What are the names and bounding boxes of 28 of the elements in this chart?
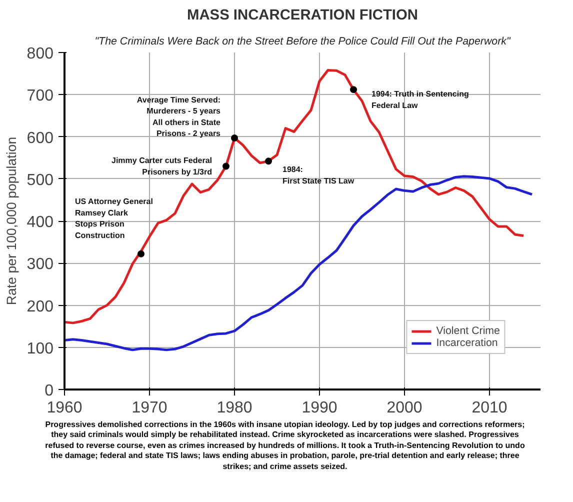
line-series (64, 175, 534, 352)
x-tick-label: 1980 (216, 400, 252, 416)
y-tick-label: 400 (26, 214, 54, 231)
x-tick-label: 1960 (46, 400, 82, 416)
y-tick-label: 0 (44, 382, 54, 400)
legend-label: Incarceration (436, 337, 498, 349)
annotation: 1984: First State TIS Law (282, 165, 355, 186)
x-tick-label: 2000 (386, 400, 422, 416)
y-tick-label: 200 (26, 298, 54, 316)
chart-title: MASS INCARCERATION FICTION (187, 8, 418, 24)
y-tick-label: 300 (26, 256, 54, 274)
text: Progressives demolished corrections in the 1960s with insane utopian ideology. Led by top judges and corrections reformers; they said criminals would simply be rehabilitated instead. Crime skyrocketed as incarcerations were slashed. Progressives refused to reverse course, even as crimes increased by hundreds of millions. It took a Truth-in-Sentencing Revolution to undo the damage; federal and state TIS laws; laws ending abuses in probation, parole, pre-trial detention and early release; three strikes; and crime assets seized. (45, 420, 525, 472)
annotation: Jimmy Carter cuts Federal Prisoners by 1/3rd (112, 156, 212, 176)
x-tick-label: 2010 (472, 400, 508, 416)
legend-label: Violent Crime (436, 325, 500, 337)
y-tick-label: 100 (26, 340, 54, 358)
x-tick-label: 1990 (302, 400, 338, 416)
y-tick-label: 500 (26, 172, 54, 189)
y-tick-label: 700 (26, 88, 54, 105)
x-tick-label: 1970 (132, 400, 168, 416)
y-tick-label: 600 (26, 130, 54, 147)
annotation: 1994: Truth in Sentencing Federal Law (372, 90, 469, 110)
y-axis-title: Rate per 100,000 population (4, 136, 19, 306)
y-tick-label: 800 (26, 46, 54, 62)
annotation: Average Time Served: Murderers - 5 years All others in State Prisons - 2 years (136, 95, 222, 138)
line-series (64, 68, 525, 324)
annotation: US Attorney General Ramsey Clark Stops Prison Construction (75, 197, 153, 240)
chart-subtitle: "The Criminals Were Back on the Street Before the Police Could Fill Out the Paperwork" (94, 36, 512, 48)
